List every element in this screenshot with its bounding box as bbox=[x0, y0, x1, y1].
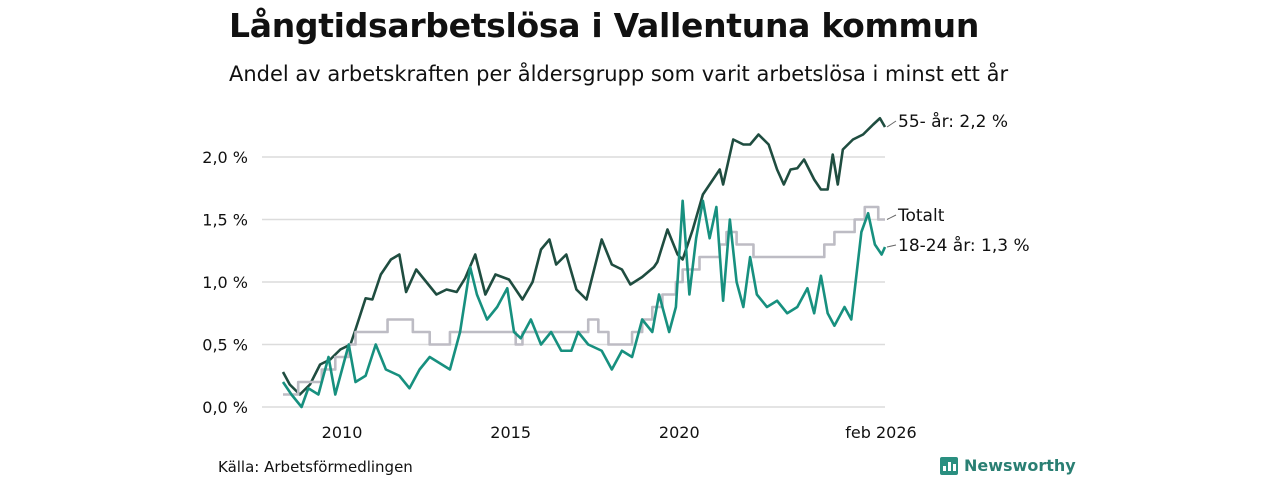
x-tick-label: 2010 bbox=[322, 423, 363, 442]
y-tick-label: 2,0 % bbox=[202, 148, 248, 167]
series-end-label: 55- år: 2,2 % bbox=[898, 111, 1008, 132]
y-tick-label: 1,5 % bbox=[202, 211, 248, 230]
chart-title: Långtidsarbetslösa i Vallentuna kommun bbox=[229, 6, 980, 45]
newsworthy-logo-icon bbox=[940, 456, 958, 475]
x-tick-label: feb 2026 bbox=[845, 423, 916, 442]
x-tick-label: 2020 bbox=[659, 423, 700, 442]
newsworthy-logo: Newsworthy bbox=[940, 456, 1076, 475]
series-end-label: Totalt bbox=[897, 206, 945, 226]
source-note: Källa: Arbetsförmedlingen bbox=[218, 458, 413, 476]
y-tick-label: 1,0 % bbox=[202, 273, 248, 292]
series-line-1 bbox=[283, 205, 885, 396]
series-line-0 bbox=[281, 116, 887, 396]
y-tick-label: 0,5 % bbox=[202, 336, 248, 355]
series-label-connector bbox=[886, 120, 897, 128]
chart-subtitle: Andel av arbetskraften per åldersgrupp s… bbox=[229, 62, 1009, 86]
series-end-label: 18-24 år: 1,3 % bbox=[898, 235, 1030, 256]
series-line-2 bbox=[281, 199, 887, 409]
y-tick-label: 0,0 % bbox=[202, 398, 248, 417]
logo-text: Newsworthy bbox=[964, 456, 1076, 475]
x-tick-label: 2015 bbox=[490, 423, 531, 442]
series-label-connector bbox=[886, 244, 897, 248]
series-label-connector bbox=[886, 214, 897, 220]
